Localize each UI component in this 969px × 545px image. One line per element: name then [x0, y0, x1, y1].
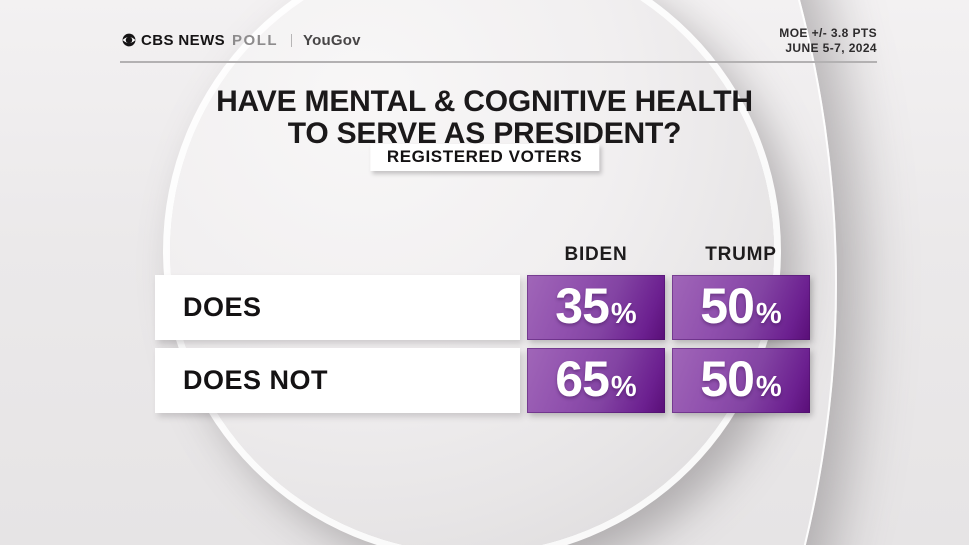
poll-dates: JUNE 5-7, 2024: [785, 41, 877, 55]
value-number: 50: [700, 351, 755, 407]
brand-divider: [291, 33, 293, 47]
cell-value: 50%: [700, 281, 781, 334]
cell-value: 50%: [700, 354, 781, 407]
percent-sign: %: [755, 371, 782, 403]
row-label-does: DOES: [155, 275, 520, 340]
brand-lockup: CBS NEWS POLL YouGov: [122, 31, 361, 49]
audience-badge: REGISTERED VOTERS: [369, 144, 600, 171]
page-title: HAVE MENTAL & COGNITIVE HEALTH TO SERVE …: [0, 86, 969, 150]
value-number: 35: [555, 278, 610, 334]
cbs-eye-icon: [122, 33, 136, 47]
percent-sign: %: [610, 371, 637, 403]
percent-sign: %: [755, 298, 782, 330]
value-number: 65: [555, 351, 610, 407]
poll-results-table: BIDEN TRUMP DOES 35% 50% DOES NOT 65% 50…: [155, 243, 810, 413]
percent-sign: %: [610, 298, 637, 330]
title-line-1: HAVE MENTAL & COGNITIVE HEALTH: [216, 85, 753, 119]
poll-meta: MOE +/- 3.8 PTS JUNE 5-7, 2024: [779, 26, 877, 56]
cell-does-not-trump: 50%: [672, 348, 810, 413]
cell-does-not-biden: 65%: [527, 348, 665, 413]
background-outer-arc: [0, 0, 837, 545]
value-number: 50: [700, 278, 755, 334]
cell-does-trump: 50%: [672, 275, 810, 340]
cell-value: 65%: [555, 354, 636, 407]
brand-yougov: YouGov: [303, 31, 361, 49]
row-label-does-not: DOES NOT: [155, 348, 520, 413]
column-header-spacer: [155, 266, 520, 267]
column-header-trump: TRUMP: [705, 244, 777, 265]
brand-poll: POLL: [232, 31, 279, 49]
header-divider: [120, 61, 877, 63]
margin-of-error: MOE +/- 3.8 PTS: [779, 26, 877, 40]
background-center-swirl: [170, 0, 774, 545]
cell-value: 35%: [555, 281, 636, 334]
column-header-biden: BIDEN: [564, 244, 628, 265]
cell-does-biden: 35%: [527, 275, 665, 340]
brand-cbs-news: CBS NEWS: [141, 31, 226, 49]
